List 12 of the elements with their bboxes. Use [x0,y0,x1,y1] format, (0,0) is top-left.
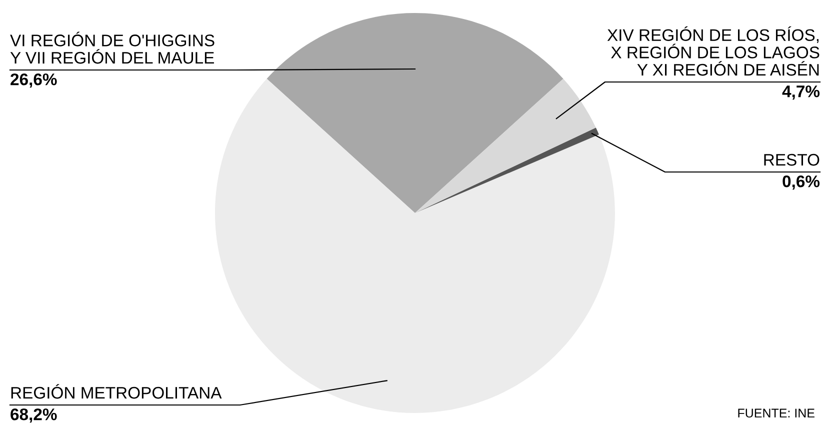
data-label: 0,6% [782,175,820,190]
data-label: 68,2% [10,408,57,423]
data-label: 26,6% [10,73,57,88]
data-label: 4,7% [782,85,820,100]
slice-label: VI REGIÓN DE O'HIGGINS Y VII REGIÓN DEL MAULE [10,32,214,64]
pie-slice [415,78,596,213]
source-note: FUENTE: INE [738,408,814,418]
pie-slice [266,13,564,213]
slice-label: REGIÓN METROPOLITANA [11,384,222,399]
pie-slice [415,128,599,213]
slice-label: RESTO [764,154,820,166]
slice-label: XIV REGIÓN DE LOS RÍOS, X REGIÓN DE LOS LAGOS Y XI REGIÓN DE AISÉN [607,26,820,76]
